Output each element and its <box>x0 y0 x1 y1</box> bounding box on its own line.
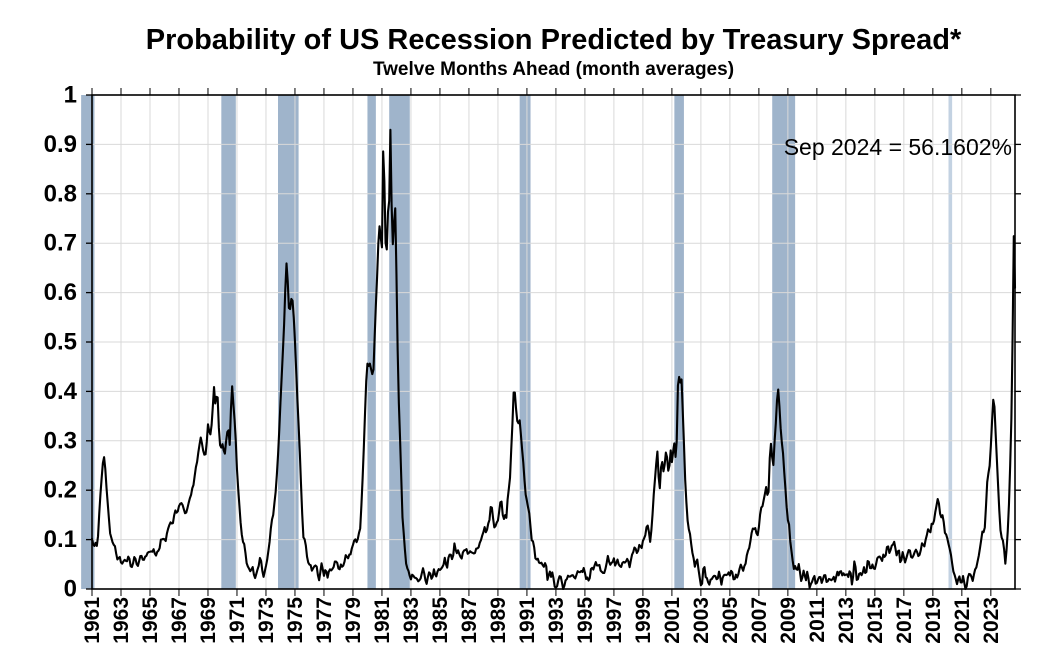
svg-text:1963: 1963 <box>110 597 133 644</box>
svg-text:1971: 1971 <box>226 597 249 644</box>
svg-text:1987: 1987 <box>458 597 481 644</box>
svg-text:0.4: 0.4 <box>44 378 78 405</box>
svg-text:1999: 1999 <box>632 597 655 644</box>
svg-text:1973: 1973 <box>255 597 278 644</box>
svg-text:0.8: 0.8 <box>44 180 77 207</box>
svg-text:1969: 1969 <box>197 597 220 644</box>
svg-text:1989: 1989 <box>487 597 510 644</box>
svg-text:0: 0 <box>64 576 77 603</box>
svg-text:2011: 2011 <box>806 597 829 643</box>
svg-text:0.2: 0.2 <box>44 477 77 504</box>
svg-text:1961: 1961 <box>81 597 104 644</box>
svg-text:1997: 1997 <box>603 597 626 644</box>
svg-text:1981: 1981 <box>371 597 394 644</box>
svg-text:2023: 2023 <box>980 597 1003 644</box>
svg-text:1995: 1995 <box>574 597 597 644</box>
svg-text:1965: 1965 <box>139 597 162 644</box>
svg-text:0.6: 0.6 <box>44 279 77 306</box>
svg-text:1991: 1991 <box>516 597 539 644</box>
svg-text:2007: 2007 <box>748 597 771 644</box>
svg-text:2009: 2009 <box>777 597 800 644</box>
svg-text:2013: 2013 <box>835 597 858 644</box>
svg-text:1: 1 <box>64 82 77 109</box>
svg-text:2019: 2019 <box>922 597 945 644</box>
svg-text:2001: 2001 <box>661 597 684 644</box>
svg-text:1977: 1977 <box>313 597 336 644</box>
svg-text:0.5: 0.5 <box>44 329 77 356</box>
svg-text:1975: 1975 <box>284 597 307 644</box>
svg-text:2017: 2017 <box>893 597 916 644</box>
svg-text:0.7: 0.7 <box>44 230 77 257</box>
svg-text:1983: 1983 <box>400 597 423 644</box>
svg-text:Sep 2024 = 56.1602%: Sep 2024 = 56.1602% <box>784 134 1012 160</box>
svg-text:2005: 2005 <box>719 597 742 644</box>
svg-text:1993: 1993 <box>545 597 568 644</box>
svg-text:0.9: 0.9 <box>44 131 77 158</box>
svg-text:1979: 1979 <box>342 597 365 644</box>
svg-text:2021: 2021 <box>951 597 974 644</box>
svg-text:0.1: 0.1 <box>44 526 77 553</box>
svg-text:2015: 2015 <box>864 597 887 644</box>
svg-text:0.3: 0.3 <box>44 427 77 454</box>
svg-text:2003: 2003 <box>690 597 713 644</box>
svg-text:1967: 1967 <box>168 597 191 644</box>
svg-text:1985: 1985 <box>429 597 452 644</box>
